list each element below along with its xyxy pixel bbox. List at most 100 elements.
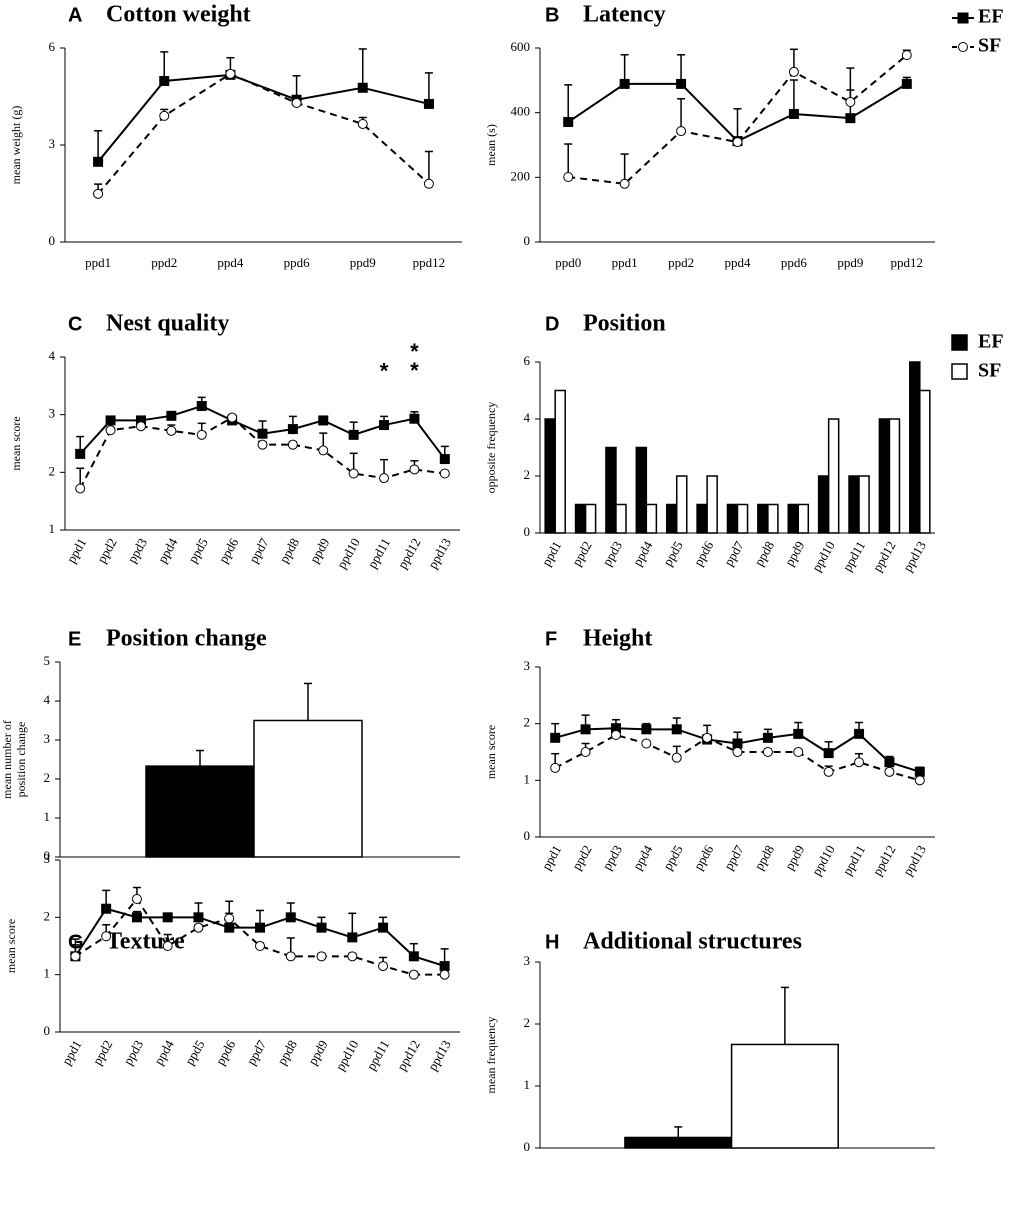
marker xyxy=(845,96,856,107)
marker xyxy=(702,732,713,743)
y-tick-label: 2 xyxy=(524,467,531,482)
y-tick-label: 200 xyxy=(511,168,531,183)
marker xyxy=(423,178,434,189)
x-tick-label: ppd9 xyxy=(781,842,807,872)
y-tick-label: 0 xyxy=(44,848,51,863)
legend-marker xyxy=(957,12,969,24)
y-tick-label: 3 xyxy=(44,851,51,866)
x-tick-label: ppd1 xyxy=(612,255,638,270)
error-bar xyxy=(564,84,573,123)
error-bar xyxy=(674,1126,683,1138)
marker xyxy=(619,78,630,89)
x-tick-label: ppd9 xyxy=(306,535,332,565)
annotation: * xyxy=(372,359,397,378)
x-tick-label: ppd8 xyxy=(274,1037,300,1067)
marker xyxy=(619,178,630,189)
y-tick-label: 1 xyxy=(44,966,51,981)
y-axis-label: mean frequency xyxy=(484,1017,498,1094)
y-axis-label: position change xyxy=(14,722,28,798)
x-tick-label: ppd3 xyxy=(599,842,625,872)
x-tick-label: ppd8 xyxy=(751,842,777,872)
panel-title: Latency xyxy=(583,2,666,28)
error-bar xyxy=(733,108,742,142)
y-tick-label: 0 xyxy=(524,828,531,843)
legend-label: EF xyxy=(978,331,1004,353)
marker xyxy=(193,922,204,933)
marker xyxy=(732,137,743,148)
x-tick-label: ppd5 xyxy=(185,535,211,565)
y-tick-label: 2 xyxy=(49,463,56,478)
series-line xyxy=(97,72,430,195)
bar xyxy=(696,503,708,534)
x-tick-label: ppd3 xyxy=(120,1037,146,1067)
error-bar xyxy=(424,72,433,104)
y-axis-label: mean weight (g) xyxy=(9,106,23,185)
y-tick-label: 0 xyxy=(524,233,531,248)
bar xyxy=(817,475,830,534)
marker xyxy=(408,951,419,962)
x-tick-label: ppd6 xyxy=(781,255,808,270)
marker xyxy=(901,78,912,89)
marker xyxy=(884,766,895,777)
marker xyxy=(423,98,434,109)
bar xyxy=(584,503,597,534)
bar xyxy=(848,475,860,534)
x-tick-label: ppd4 xyxy=(630,842,656,872)
y-tick-label: 3 xyxy=(44,731,51,746)
y-axis-label: mean score xyxy=(9,416,23,470)
marker xyxy=(901,50,912,61)
x-tick-label: ppd13 xyxy=(900,842,929,878)
marker xyxy=(379,473,390,484)
marker xyxy=(671,752,682,763)
marker xyxy=(93,188,104,199)
marker xyxy=(193,912,204,923)
x-tick-label: ppd11 xyxy=(364,535,393,570)
bar xyxy=(736,503,749,534)
bar xyxy=(767,503,779,534)
marker xyxy=(75,483,86,494)
marker xyxy=(580,747,591,757)
x-tick-label: ppd10 xyxy=(334,535,363,571)
y-axis-label: opposite frequency xyxy=(484,402,498,494)
y-tick-label: 0 xyxy=(524,1139,531,1154)
marker xyxy=(257,439,268,450)
x-tick-label: ppd12 xyxy=(394,1037,423,1073)
x-tick-label: ppd7 xyxy=(721,538,747,568)
x-tick-label: ppd13 xyxy=(425,535,454,571)
bar xyxy=(665,503,678,534)
marker xyxy=(196,429,207,440)
marker xyxy=(101,903,112,914)
marker xyxy=(257,428,268,439)
x-tick-label: ppd9 xyxy=(781,538,807,568)
panel-letter: C xyxy=(68,313,82,335)
y-tick-label: 1 xyxy=(524,771,531,786)
marker xyxy=(287,424,298,435)
x-tick-label: ppd3 xyxy=(124,535,150,565)
panel-letter: E xyxy=(68,628,81,650)
marker xyxy=(159,110,170,121)
marker xyxy=(196,401,207,412)
marker xyxy=(162,941,173,951)
marker xyxy=(788,66,799,77)
bar xyxy=(574,503,587,534)
marker xyxy=(550,762,561,773)
bar xyxy=(797,503,810,534)
marker xyxy=(93,156,104,167)
y-axis-label: mean (s) xyxy=(484,124,498,166)
legend-label: SF xyxy=(978,360,1001,382)
marker xyxy=(378,922,389,933)
marker xyxy=(550,732,561,743)
y-tick-label: 3 xyxy=(524,658,531,673)
marker xyxy=(823,748,834,759)
marker xyxy=(884,757,895,768)
y-tick-label: 600 xyxy=(511,39,531,54)
y-tick-label: 0 xyxy=(524,524,531,539)
bar xyxy=(544,418,556,534)
marker xyxy=(224,913,235,924)
y-tick-label: 4 xyxy=(44,692,51,707)
y-tick-label: 3 xyxy=(524,953,531,968)
marker xyxy=(131,912,142,923)
y-tick-label: 0 xyxy=(44,1023,51,1038)
y-tick-label: 3 xyxy=(49,406,56,421)
x-tick-label: ppd2 xyxy=(668,255,694,270)
